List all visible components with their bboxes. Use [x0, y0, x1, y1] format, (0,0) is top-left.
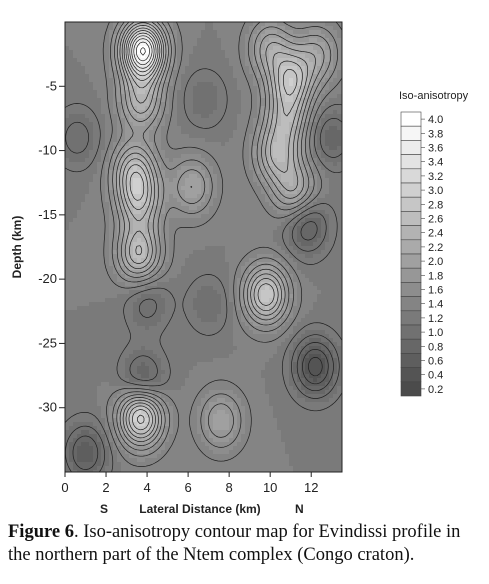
colorbar-label: 0.4	[428, 370, 443, 382]
contour-lines	[65, 22, 342, 472]
contour-line-0-6	[302, 348, 329, 385]
contour-line-2-8	[125, 27, 298, 431]
colorbar-label: 2.6	[428, 214, 443, 226]
contour-line-1-0	[65, 117, 342, 472]
plot-frame	[64, 21, 343, 473]
x-tick-label: 10	[263, 480, 277, 495]
y-axis-title: Depth (km)	[10, 216, 24, 279]
contour-line-1-4	[100, 22, 342, 467]
colorbar-label: 1.6	[428, 285, 443, 297]
colorbar-swatch	[400, 140, 422, 155]
colorbar-swatch	[400, 239, 422, 255]
x-axis-left-end-label: S	[100, 502, 108, 516]
colorbar-swatch	[400, 154, 422, 170]
contour-line-3-2	[129, 32, 157, 73]
x-axis-title: Lateral Distance (km)	[139, 502, 260, 516]
colorbar-label: 3.0	[428, 185, 443, 197]
colorbar-swatch	[400, 353, 422, 368]
colorbar-swatch	[400, 296, 422, 312]
x-tick-label: 12	[304, 480, 318, 495]
colorbar-swatch	[400, 367, 422, 383]
colorbar-swatch	[400, 381, 422, 397]
figure-caption-text: . Iso-anisotropy contour map for Evindis…	[8, 522, 461, 565]
contour-line-0-4	[307, 357, 323, 377]
contour-line-2-0	[115, 22, 325, 446]
colorbar-label: 4.0	[428, 114, 443, 126]
y-tick-label: -10	[38, 143, 57, 158]
x-tick-label: 0	[61, 480, 68, 495]
colorbar-swatch	[400, 125, 422, 141]
colorbar-swatch	[400, 282, 422, 297]
colorbar-label: 1.0	[428, 327, 443, 339]
contour-line-2-6	[123, 25, 303, 435]
contour-line-2-4	[121, 22, 309, 439]
colorbar-label: 2.2	[428, 242, 443, 254]
colorbar-label: 0.6	[428, 356, 443, 368]
figure-caption: Figure 6. Iso-anisotropy contour map for…	[8, 521, 484, 567]
colorbar-label: 2.4	[428, 228, 443, 240]
colorbar-swatch	[400, 211, 422, 226]
colorbar-label: 0.8	[428, 341, 443, 353]
colorbar-swatch	[400, 168, 422, 184]
contour-field	[65, 22, 342, 472]
y-tick-label: -5	[45, 78, 57, 93]
colorbar-swatch	[400, 253, 422, 269]
x-tick-label: 4	[143, 480, 150, 495]
contour-line-4-0	[139, 47, 146, 56]
contour-line-3-4	[131, 35, 155, 69]
colorbar: 4.0 3.8 3.6 3.4 3.2 3.0 2.8 2.6 2.4 2.2 2.0 1.8 1.6 1…	[400, 111, 443, 397]
x-axis: 0 2 4 6 8 10 12	[61, 472, 318, 495]
colorbar-label: 2.0	[428, 256, 443, 268]
colorbar-label: 1.4	[428, 299, 443, 311]
colorbar-swatch	[400, 111, 422, 127]
colorbar-swatch	[400, 324, 422, 340]
contour-line-3-0	[127, 30, 159, 425]
x-axis-right-end-label: N	[295, 502, 304, 516]
contour-figure: 0 2 4 6 8 10 12 -5 -10 -15 -20 -25 -30 S Lateral Di…	[10, 21, 469, 516]
contour-line-1-2	[65, 68, 342, 472]
contour-line-3-6	[133, 38, 153, 66]
colorbar-label: 3.6	[428, 143, 443, 155]
colorbar-label: 2.8	[428, 199, 443, 211]
contour-line-1-8	[112, 22, 332, 451]
colorbar-swatch	[400, 267, 422, 283]
colorbar-swatch	[400, 225, 422, 241]
contour-line-0-8	[72, 221, 334, 470]
colorbar-label: 3.2	[428, 171, 443, 183]
y-tick-label: -25	[38, 335, 57, 350]
y-axis: -5 -10 -15 -20 -25 -30	[38, 78, 65, 415]
figure-caption-label: Figure 6	[8, 522, 74, 542]
colorbar-label: 1.8	[428, 270, 443, 282]
colorbar-label: 1.2	[428, 313, 443, 325]
contour-line-1-6	[107, 22, 339, 457]
colorbar-label: 0.2	[428, 384, 443, 396]
y-tick-label: -20	[38, 271, 57, 286]
x-tick-label: 2	[102, 480, 109, 495]
colorbar-label: 3.8	[428, 128, 443, 140]
colorbar-swatch	[400, 338, 422, 354]
contour-line-2-2	[119, 22, 316, 442]
colorbar-swatch	[400, 182, 422, 198]
x-tick-label: 6	[184, 480, 191, 495]
y-tick-label: -30	[38, 400, 57, 415]
contour-line-3-8	[136, 41, 150, 62]
colorbar-swatch	[400, 196, 422, 212]
colorbar-label: 3.4	[428, 157, 443, 169]
colorbar-title: Iso-anisotropy	[399, 90, 469, 102]
x-tick-label: 8	[226, 480, 233, 495]
y-tick-label: -15	[38, 207, 57, 222]
colorbar-swatch	[400, 310, 422, 326]
